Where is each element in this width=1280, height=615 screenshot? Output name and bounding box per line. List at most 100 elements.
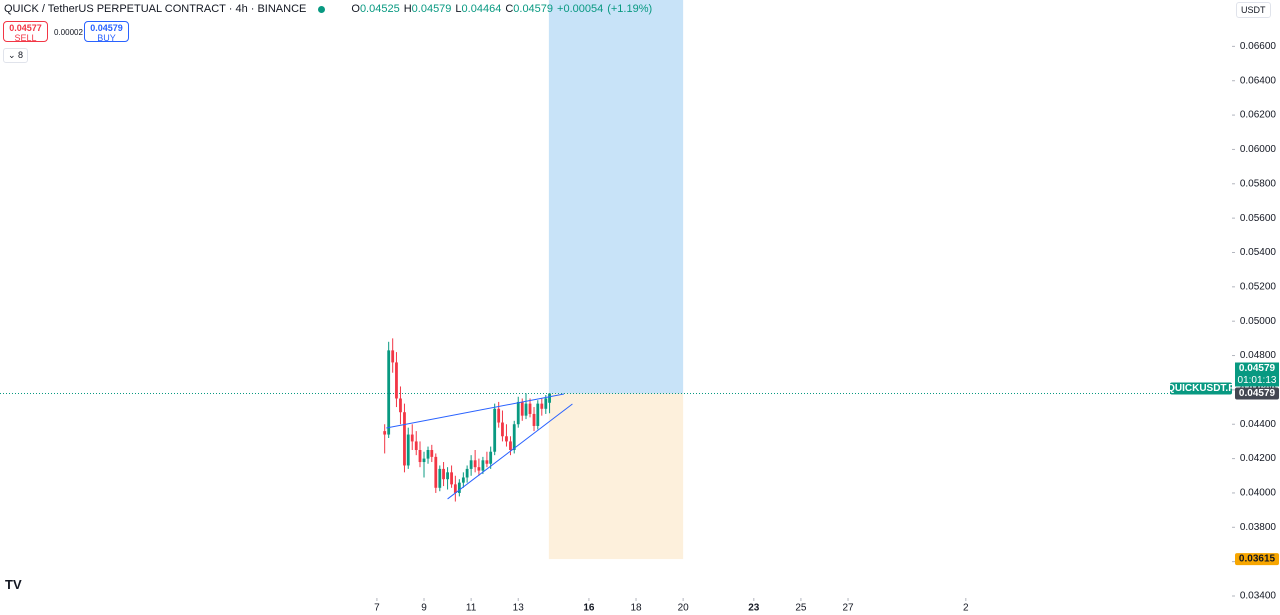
- candle-body: [438, 468, 442, 488]
- candle-body: [434, 456, 438, 488]
- ohlc-label: O: [351, 3, 360, 15]
- candle-body: [395, 362, 398, 399]
- trendline: [386, 393, 565, 429]
- y-tick-label: 0.04400: [1240, 419, 1277, 430]
- currency-select[interactable]: USDT: [1236, 2, 1271, 18]
- sell-price: 0.04577: [9, 23, 42, 33]
- candle-body: [520, 401, 524, 416]
- buy-price: 0.04579: [90, 23, 123, 33]
- price-axis: [1232, 0, 1280, 615]
- candle-body: [383, 431, 387, 435]
- x-tick-label: 2: [963, 603, 969, 614]
- y-tick-label: 0.04200: [1240, 453, 1277, 464]
- x-tick-label: 27: [842, 603, 854, 614]
- spread: 0.00002: [54, 28, 83, 37]
- change: +0.00054: [557, 3, 604, 15]
- candle-body: [481, 460, 485, 471]
- candle-body: [469, 460, 473, 469]
- candle-body: [450, 472, 453, 485]
- sell-button[interactable]: 0.04577 SELL: [3, 21, 48, 43]
- ohlc-value: 0.04525: [359, 3, 400, 15]
- candle-body: [528, 403, 532, 414]
- y-tick-label: 0.05200: [1240, 281, 1277, 292]
- target-zone: [548, 0, 684, 394]
- candle-body: [485, 460, 489, 464]
- stop-price: 0.03615: [1239, 554, 1276, 565]
- candle-body: [493, 408, 497, 452]
- candle-body: [399, 398, 402, 413]
- symbol: QUICK / TetherUS PERPETUAL CONTRACT · 4h…: [4, 3, 307, 15]
- countdown: 01:01:13: [1238, 375, 1277, 386]
- y-tick-label: 0.04000: [1240, 488, 1277, 499]
- x-tick-label: 11: [466, 603, 477, 614]
- trendline: [447, 403, 573, 500]
- y-tick-label: 0.06600: [1240, 41, 1277, 52]
- ohlc-value: 0.04464: [461, 3, 502, 15]
- candle-body: [516, 401, 520, 425]
- candle-body: [461, 477, 465, 483]
- symbol-tag: QUICKUSDT.P: [1167, 383, 1235, 394]
- header: QUICK / TetherUS PERPETUAL CONTRACT · 4h…: [4, 3, 652, 15]
- symbol-tag-bg: [1170, 382, 1232, 395]
- candle-body: [505, 436, 508, 442]
- y-tick-label: 0.06200: [1240, 110, 1277, 121]
- candle-body: [457, 482, 461, 493]
- candle-body: [403, 412, 406, 466]
- candle-body: [426, 450, 430, 459]
- indicator-count: 8: [18, 50, 24, 60]
- candle-body: [536, 403, 540, 426]
- candle-body: [442, 468, 445, 480]
- y-tick-label: 0.03800: [1240, 522, 1277, 533]
- indicators-toggle[interactable]: ⌄ 8: [3, 48, 29, 63]
- candle-body: [406, 434, 410, 466]
- candle-body: [497, 408, 501, 423]
- candle-body: [532, 413, 536, 426]
- candle-body: [422, 458, 426, 463]
- status-dot: [318, 5, 326, 13]
- y-tick-label: 0.06400: [1240, 75, 1277, 86]
- stop-price-bg: [1235, 553, 1279, 566]
- y-tick-label: 0.05600: [1240, 213, 1277, 224]
- ohlc: O0.04525 H0.04579 L0.04464 C0.04579 +0.00054…: [351, 3, 652, 15]
- ohlc-label: H: [403, 3, 412, 15]
- candle-body: [509, 441, 512, 451]
- candle-body: [548, 393, 551, 403]
- y-tick-label: 0.03400: [1240, 591, 1277, 602]
- last-price-bg: [1235, 362, 1279, 387]
- candle-body: [524, 403, 528, 416]
- x-tick-label: 16: [583, 603, 595, 614]
- x-tick-label: 9: [421, 603, 427, 614]
- entry-price-bg: [1235, 387, 1279, 400]
- candle-body: [418, 450, 422, 463]
- candle-body: [446, 472, 449, 480]
- x-tick-label: 18: [630, 603, 642, 614]
- logo: TV: [5, 577, 22, 592]
- x-tick-label: 20: [678, 603, 690, 614]
- y-tick-label: 0.05000: [1240, 316, 1277, 327]
- buy-label: BUY: [97, 33, 116, 43]
- ohlc-label: L: [455, 3, 462, 15]
- candle-body: [391, 350, 395, 363]
- candle-body: [410, 434, 414, 442]
- buy-button[interactable]: 0.04579 BUY: [84, 21, 129, 43]
- change-pct: (+1.19%): [607, 3, 653, 15]
- x-tick-label: 7: [374, 603, 380, 614]
- candle-body: [477, 467, 481, 471]
- stop-zone: [548, 393, 684, 560]
- ohlc-value: 0.04579: [411, 3, 452, 15]
- ohlc-value: 0.04579: [513, 3, 554, 15]
- candle-body: [453, 484, 457, 493]
- candle-body: [512, 424, 516, 451]
- y-tick-label: 0.04800: [1240, 350, 1277, 361]
- y-tick-label: 0.05400: [1240, 247, 1277, 258]
- y-tick-label: 0.06000: [1240, 144, 1277, 155]
- entry-price: 0.04579: [1239, 388, 1276, 399]
- candle-body: [430, 450, 434, 457]
- x-tick-label: 23: [748, 603, 760, 614]
- candle-body: [387, 350, 391, 435]
- currency: USDT: [1241, 5, 1266, 15]
- last-price: 0.04579: [1239, 363, 1276, 374]
- candle-body: [465, 468, 469, 478]
